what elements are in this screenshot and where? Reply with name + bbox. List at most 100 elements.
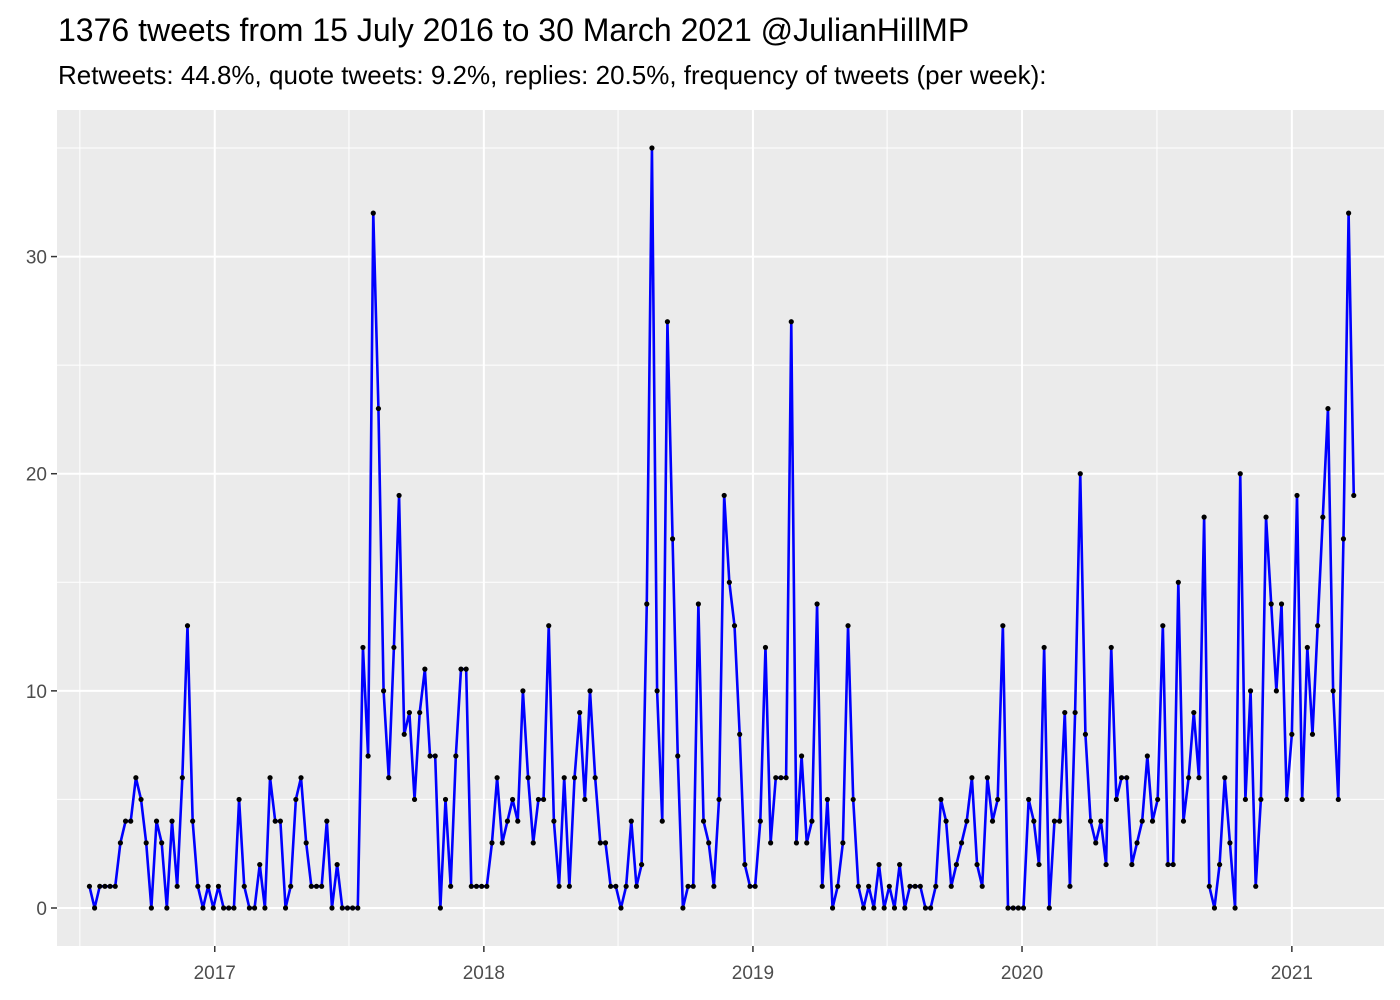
data-point (1041, 644, 1047, 651)
data-point (148, 905, 154, 911)
data-point (587, 688, 593, 694)
data-point (582, 796, 588, 803)
data-point (819, 883, 825, 889)
data-point (484, 883, 490, 889)
data-point (597, 840, 603, 846)
data-point (184, 623, 191, 629)
data-point (623, 883, 629, 889)
data-point (417, 709, 423, 716)
y-axis: 0 10 20 30 (26, 248, 57, 920)
data-point (458, 666, 464, 672)
data-point (525, 775, 531, 781)
data-point (835, 883, 841, 889)
data-point (726, 579, 732, 585)
data-point (272, 818, 278, 824)
data-point (442, 796, 449, 803)
data-point (1139, 818, 1145, 824)
data-point (1149, 818, 1156, 824)
data-point (871, 905, 877, 911)
data-point (164, 905, 170, 911)
data-point (1335, 796, 1341, 803)
y-tick-label: 10 (26, 682, 47, 703)
data-point (195, 883, 201, 889)
data-point (1206, 883, 1212, 889)
data-point (1180, 818, 1187, 824)
data-point (659, 818, 665, 824)
data-point (1289, 731, 1295, 737)
data-point (1222, 775, 1228, 781)
data-point (809, 818, 815, 824)
data-point (855, 883, 861, 889)
data-point (721, 492, 727, 499)
data-point (1263, 514, 1269, 520)
data-point (1015, 905, 1021, 911)
data-point (964, 818, 970, 824)
data-point (979, 883, 985, 889)
data-point (515, 818, 521, 824)
data-point (953, 861, 960, 868)
data-point (995, 796, 1001, 803)
data-point (876, 861, 882, 868)
data-point (107, 883, 113, 889)
data-point (628, 818, 634, 824)
data-point (602, 840, 609, 846)
data-point (319, 883, 325, 889)
x-tick-label: 2021 (1271, 963, 1313, 984)
data-point (463, 666, 469, 672)
data-point (251, 905, 258, 911)
data-point (473, 883, 480, 889)
data-point (706, 840, 712, 846)
data-point (943, 818, 949, 824)
data-point (401, 731, 407, 737)
data-point (179, 775, 185, 781)
data-point (1175, 579, 1181, 585)
data-point (804, 840, 810, 846)
data-point (128, 818, 134, 824)
data-point (829, 905, 836, 911)
data-point (556, 883, 562, 889)
data-point (422, 666, 428, 672)
data-point (221, 905, 227, 911)
data-point (1005, 905, 1011, 911)
data-point (571, 775, 578, 781)
data-point (1144, 753, 1150, 759)
plot-panel (57, 110, 1384, 946)
data-point (922, 905, 929, 911)
data-point (948, 883, 954, 889)
data-point (1087, 818, 1094, 824)
data-point (613, 883, 619, 889)
data-point (752, 883, 758, 889)
data-point (1253, 883, 1259, 889)
data-point (1134, 840, 1140, 846)
data-point (773, 775, 779, 781)
data-point (1196, 775, 1202, 781)
data-point (654, 688, 660, 694)
data-point (1170, 861, 1176, 868)
data-point (881, 905, 887, 911)
data-point (411, 796, 418, 803)
data-point (669, 536, 676, 542)
data-point (282, 905, 289, 911)
data-point (974, 861, 980, 868)
data-point (742, 861, 748, 868)
data-point (592, 775, 598, 781)
data-point (1082, 731, 1089, 737)
data-point (241, 883, 247, 889)
x-tick-label: 2017 (194, 963, 236, 984)
data-point (267, 775, 273, 781)
data-point (375, 405, 382, 412)
data-point (1320, 514, 1326, 520)
data-point (664, 319, 671, 325)
data-point (262, 905, 268, 911)
data-point (891, 905, 898, 911)
data-point (886, 883, 892, 889)
data-point (824, 796, 831, 803)
data-point (329, 905, 335, 911)
data-point (210, 905, 216, 911)
data-point (313, 883, 320, 889)
data-point (984, 775, 990, 781)
data-point (1217, 861, 1223, 868)
chart-title: 1376 tweets from 15 July 2016 to 30 Marc… (58, 12, 970, 48)
data-point (1118, 775, 1125, 781)
data-point (1299, 796, 1305, 803)
